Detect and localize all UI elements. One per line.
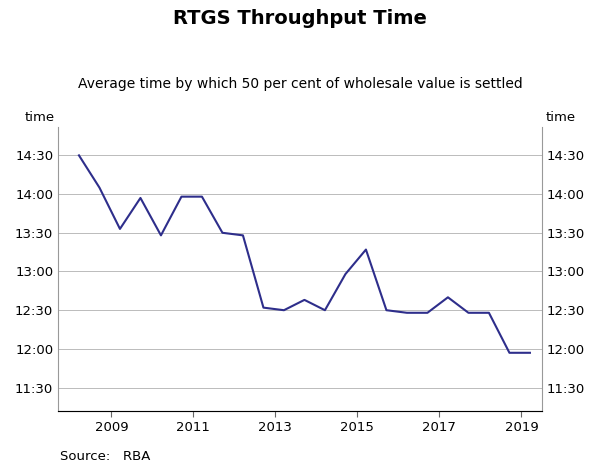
Text: time: time (24, 111, 55, 124)
Text: RTGS Throughput Time: RTGS Throughput Time (173, 9, 427, 29)
Text: Source:   RBA: Source: RBA (60, 450, 151, 463)
Title: Average time by which 50 per cent of wholesale value is settled: Average time by which 50 per cent of who… (77, 77, 523, 91)
Text: time: time (545, 111, 576, 124)
